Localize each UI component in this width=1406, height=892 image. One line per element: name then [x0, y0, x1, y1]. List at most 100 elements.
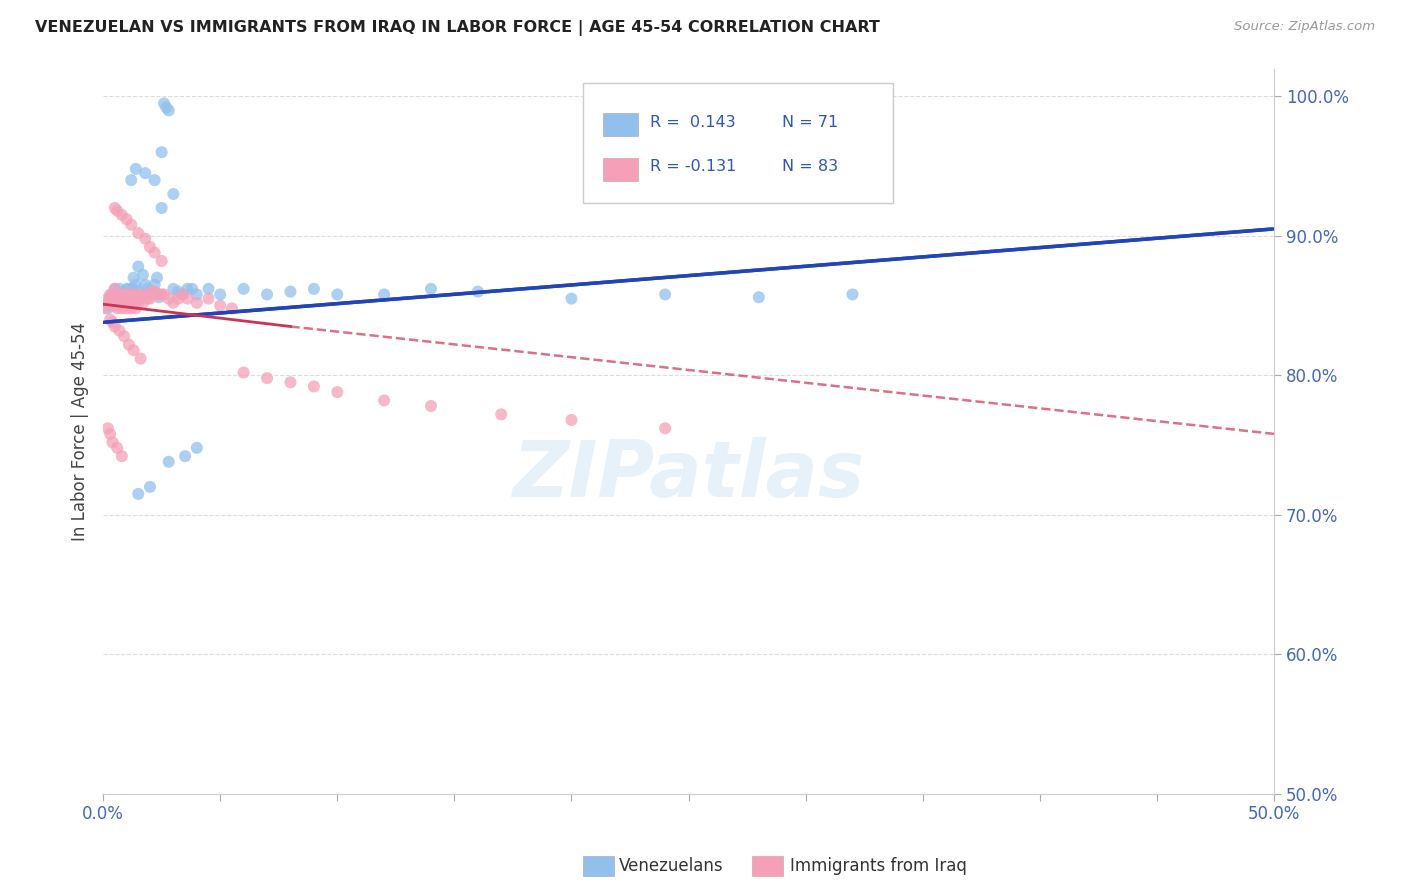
Point [162, 282, 184, 296]
Point [148, 290, 170, 304]
Point [111, 208, 134, 222]
Point [127, 487, 149, 501]
Point [186, 441, 208, 455]
Text: Source: ZipAtlas.com: Source: ZipAtlas.com [1234, 20, 1375, 33]
FancyBboxPatch shape [603, 112, 638, 136]
Point [127, 226, 149, 240]
Point [97, 421, 120, 435]
Point [122, 287, 145, 301]
Point [420, 282, 443, 296]
Point [122, 282, 145, 296]
Point [104, 290, 127, 304]
Point [127, 287, 149, 301]
Point [104, 282, 127, 296]
Point [122, 270, 145, 285]
Point [136, 282, 159, 296]
Point [157, 103, 180, 118]
Point [560, 292, 582, 306]
Point [186, 287, 208, 301]
Point [115, 301, 138, 316]
FancyBboxPatch shape [583, 83, 893, 202]
Point [125, 161, 148, 176]
Text: ZIPatlas: ZIPatlas [512, 436, 865, 513]
Point [104, 299, 127, 313]
Point [97, 301, 120, 316]
Point [98, 426, 121, 441]
Point [118, 295, 141, 310]
Point [153, 287, 176, 301]
Point [112, 285, 135, 299]
Point [150, 287, 173, 301]
Point [118, 287, 141, 301]
Point [129, 292, 152, 306]
Text: Immigrants from Iraq: Immigrants from Iraq [790, 857, 967, 875]
Point [141, 287, 163, 301]
Point [111, 287, 134, 301]
Point [302, 282, 325, 296]
Point [167, 285, 190, 299]
Point [122, 295, 145, 310]
Point [118, 290, 141, 304]
Point [129, 351, 152, 366]
FancyBboxPatch shape [603, 158, 638, 181]
Point [98, 287, 121, 301]
Point [127, 295, 149, 310]
Text: N = 83: N = 83 [782, 159, 838, 174]
Point [104, 319, 127, 334]
Point [101, 315, 124, 329]
Point [101, 287, 124, 301]
Point [153, 96, 176, 111]
Point [125, 290, 148, 304]
Point [105, 295, 128, 310]
Point [256, 287, 278, 301]
Point [98, 290, 121, 304]
Point [150, 254, 173, 268]
Point [167, 292, 190, 306]
Point [98, 299, 121, 313]
Point [176, 282, 198, 296]
Point [197, 282, 219, 296]
Point [143, 173, 166, 187]
Point [108, 324, 131, 338]
Point [105, 292, 128, 306]
Point [373, 393, 395, 408]
Point [326, 385, 349, 400]
Point [111, 301, 134, 316]
Point [112, 287, 135, 301]
Point [105, 441, 128, 455]
Point [139, 285, 162, 299]
Point [125, 301, 148, 316]
Point [232, 366, 254, 380]
Point [302, 379, 325, 393]
Text: N = 71: N = 71 [782, 115, 838, 130]
Point [111, 290, 134, 304]
Point [654, 421, 676, 435]
Point [98, 312, 121, 326]
Point [143, 245, 166, 260]
Point [108, 295, 131, 310]
Point [127, 285, 149, 299]
Point [560, 413, 582, 427]
Point [232, 282, 254, 296]
Point [467, 285, 489, 299]
Point [326, 287, 349, 301]
Point [97, 292, 120, 306]
Point [141, 285, 163, 299]
Point [120, 301, 142, 316]
Point [148, 287, 170, 301]
Point [146, 287, 169, 301]
Point [112, 295, 135, 310]
Point [132, 268, 155, 282]
Point [157, 455, 180, 469]
Point [139, 240, 162, 254]
Point [143, 277, 166, 292]
Point [104, 201, 127, 215]
Point [174, 449, 197, 463]
Point [841, 287, 863, 301]
Point [101, 435, 124, 450]
Point [134, 232, 156, 246]
Point [150, 145, 173, 160]
Point [139, 480, 162, 494]
Point [101, 292, 124, 306]
Point [115, 295, 138, 310]
